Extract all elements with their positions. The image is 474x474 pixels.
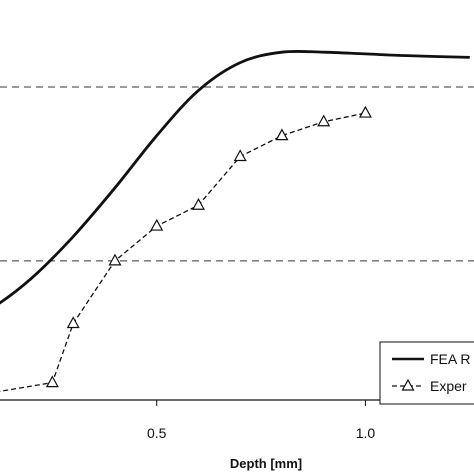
exper-point-marker xyxy=(66,316,80,329)
legend-exper-label: Exper xyxy=(430,378,467,394)
tick-labels: 0.5 1.0 xyxy=(147,425,375,441)
exper-point-marker xyxy=(108,253,122,266)
exper-point-marker xyxy=(358,105,372,118)
x-axis-label: Depth [mm] xyxy=(230,456,302,471)
legend-exper-marker xyxy=(401,378,415,391)
exper-point-marker xyxy=(317,114,331,127)
legend-box xyxy=(379,341,474,405)
exper-point-marker xyxy=(45,375,59,388)
exper-point-marker xyxy=(191,197,205,210)
x-tick-label: 1.0 xyxy=(356,425,376,441)
exper-point-marker xyxy=(275,128,289,141)
series-layer xyxy=(0,49,470,392)
exper-point-marker xyxy=(233,149,247,162)
exper-point-marker xyxy=(150,218,164,231)
series-line-fea xyxy=(0,49,470,305)
legend-fea-label: FEA R xyxy=(430,351,470,367)
series-line-exper xyxy=(0,112,366,392)
legend: FEA R Exper xyxy=(379,341,474,405)
x-tick-label: 0.5 xyxy=(147,425,167,441)
